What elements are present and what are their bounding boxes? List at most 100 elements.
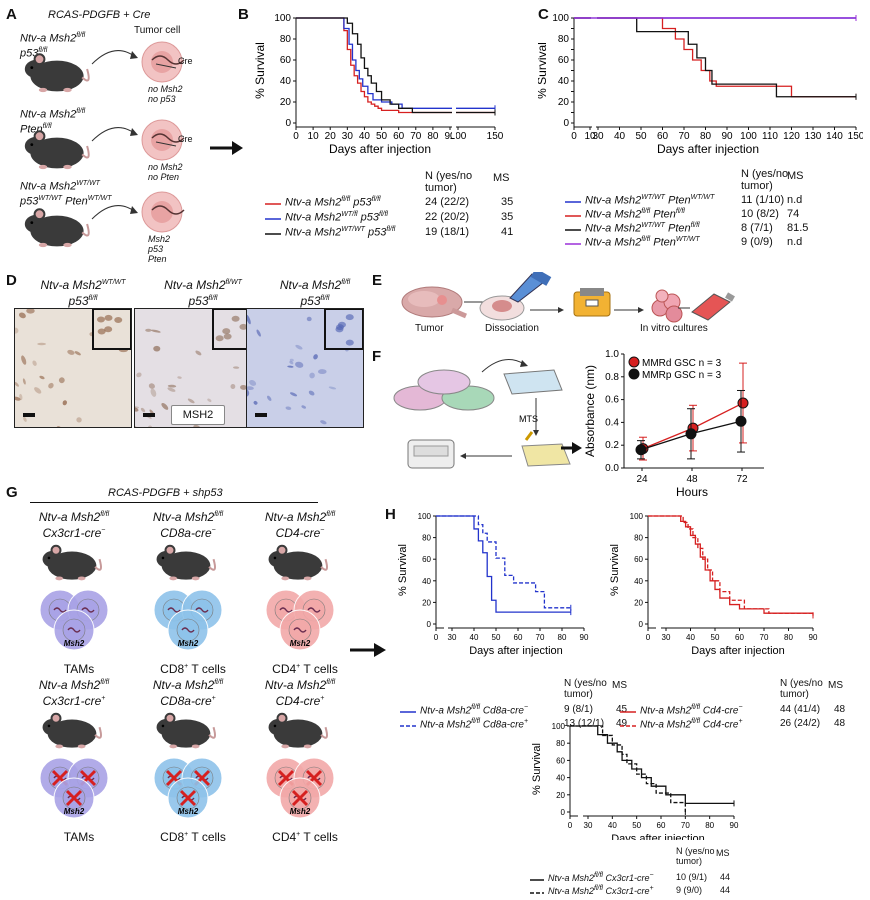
immune-cell-cluster: Msh2	[39, 757, 109, 819]
mouse-genotype-0: Ntv-a Msh2fl/fl p53fl/fl	[20, 30, 85, 59]
ihc-line: Ntv-a Msh2fl/WT	[148, 276, 258, 292]
legend-genotype-sup: fl/fl	[691, 718, 701, 725]
g-genotype-label: Ntv-a Msh2fl/fl CD4-cre−	[246, 508, 354, 540]
survival-curve	[570, 725, 734, 805]
nucleus-mark	[21, 355, 27, 365]
ihc-genotype-sup: fl/fl	[88, 295, 98, 302]
g-genotype-gene: CD8a-cre	[160, 526, 212, 540]
x-tick-label: 90	[809, 633, 818, 642]
mouse-foot	[169, 744, 178, 749]
legend-label: Ntv-a Msh2WT/fl p53fl/fl	[285, 211, 388, 224]
mouse-tail	[94, 558, 102, 571]
inset-nucleus	[239, 323, 248, 330]
g-genotype-gene: Cx3cr1-cre	[42, 526, 102, 540]
knockout-x	[179, 789, 197, 807]
arrow-icon	[91, 127, 138, 142]
legend-genotype-sup2: −	[649, 872, 654, 879]
legend-genotype-gene: Ntv-a Msh2	[285, 211, 342, 224]
legend-genotype-gene: Ntv-a Msh2	[548, 886, 595, 896]
panel-e-schematic	[401, 272, 735, 323]
immune-cell-cluster: Msh2	[265, 589, 335, 651]
mouse-icon	[24, 53, 90, 93]
g-genotype-sup: +	[211, 695, 216, 702]
nucleus-mark	[187, 398, 195, 404]
legend-genotype-gene2: Cd8a-cre	[480, 719, 524, 731]
x-tick-label: 0	[293, 131, 299, 142]
mouse-foot	[303, 576, 312, 581]
ihc-genotype-sup: fl/fl	[320, 295, 330, 302]
nucleus-mark	[289, 360, 294, 365]
cell-type: T cells	[188, 662, 226, 676]
panel-letter-a: A	[6, 6, 17, 23]
nucleus-mark	[313, 354, 318, 360]
legend-genotype-sup2: fl/fl	[675, 208, 685, 215]
y-tick-label: 100	[552, 722, 566, 731]
legend-swatch	[530, 892, 544, 894]
g-line: CD8a-cre+	[134, 692, 242, 708]
genotype-text: Pten	[62, 195, 88, 208]
mouse-tail	[94, 726, 102, 739]
panel-g-rule	[30, 502, 318, 503]
nucleus-mark	[247, 386, 254, 391]
x-tick-label: 140	[826, 131, 843, 142]
legend-swatch	[565, 201, 581, 203]
legend-genotype-gene2: Cx3cr1-cre	[602, 886, 650, 896]
genotype-line: Ntv-a Msh2WT/WT	[20, 178, 111, 193]
g-genotype-label: Ntv-a Msh2fl/fl CD4-cre+	[246, 676, 354, 708]
nucleus-mark	[167, 387, 176, 392]
nucleus-mark	[320, 420, 327, 425]
dish-icon	[479, 272, 552, 321]
mouse-icon	[42, 544, 102, 581]
inset-nucleus	[223, 333, 232, 340]
brain-icon	[401, 286, 467, 319]
g-line: Ntv-a Msh2fl/fl	[134, 676, 242, 692]
nucleus-mark	[289, 392, 298, 397]
legend-n: 22 (20/2)	[425, 211, 470, 223]
survival-curve	[296, 17, 495, 114]
y-tick-label: 80	[558, 34, 570, 45]
x-tick-label: 40	[359, 131, 371, 142]
legend-n: 9 (9/0)	[676, 885, 703, 895]
panel-b-legend-head-n: N (yes/no tumor)	[425, 170, 473, 194]
legend-genotype-sup: WT/WT	[341, 226, 365, 233]
legend-n: 26 (24/2)	[780, 718, 821, 729]
x-tick-label: 40	[686, 633, 695, 642]
legend-genotype-gene: Ntv-a Msh2	[585, 194, 642, 207]
scissors-icon	[155, 63, 177, 69]
legend-ms: 74	[787, 208, 800, 220]
nucleus-mark	[195, 350, 202, 356]
y-tick-label: 40	[634, 577, 643, 586]
ihc-genotype-gene: Ntv-a Msh2	[164, 278, 226, 292]
x-tick-label: 40	[470, 633, 479, 642]
legend-genotype-gene: Ntv-a Msh2	[640, 719, 692, 731]
x-tick-label: 10	[308, 131, 320, 142]
legend-genotype-gene: Ntv-a Msh2	[285, 226, 342, 239]
legend-label: MMRp GSC n = 3	[642, 370, 722, 381]
dna-icon	[307, 607, 321, 613]
nucleus-mark	[15, 327, 19, 334]
nucleus-mark	[37, 342, 46, 346]
assay-label: MTS	[519, 414, 538, 424]
nucleus-mark	[233, 366, 240, 369]
nucleus-mark	[15, 381, 19, 387]
x-tick-label: 100	[740, 131, 757, 142]
mouse-foot	[169, 576, 178, 581]
legend-ms: 35	[501, 196, 514, 208]
ihc-genotype-gene: p53	[188, 294, 209, 308]
nucleus-mark	[145, 328, 152, 332]
nucleus-mark	[48, 382, 54, 389]
x-tick-label: 130	[805, 131, 822, 142]
nucleus-mark	[287, 365, 294, 368]
legend-label: Ntv-a Msh2fl/fl Cx3cr1-cre−	[548, 872, 654, 883]
nucleus-mark	[247, 388, 250, 397]
x-tick-label: 60	[393, 131, 405, 142]
x-tick-label: 30	[662, 633, 671, 642]
legend-n: 10 (8/2)	[741, 208, 779, 220]
ihc-line: Ntv-a Msh2WT/WT	[28, 276, 138, 292]
ihc-line: p53fl/fl	[260, 292, 370, 308]
g-genotype-gene: Cx3cr1-cre	[42, 694, 102, 708]
ihc-line: p53fl/fl	[148, 292, 258, 308]
y-tick-label: 1.0	[605, 349, 619, 360]
survival-curve	[436, 515, 571, 609]
mouse-tail	[208, 726, 216, 739]
